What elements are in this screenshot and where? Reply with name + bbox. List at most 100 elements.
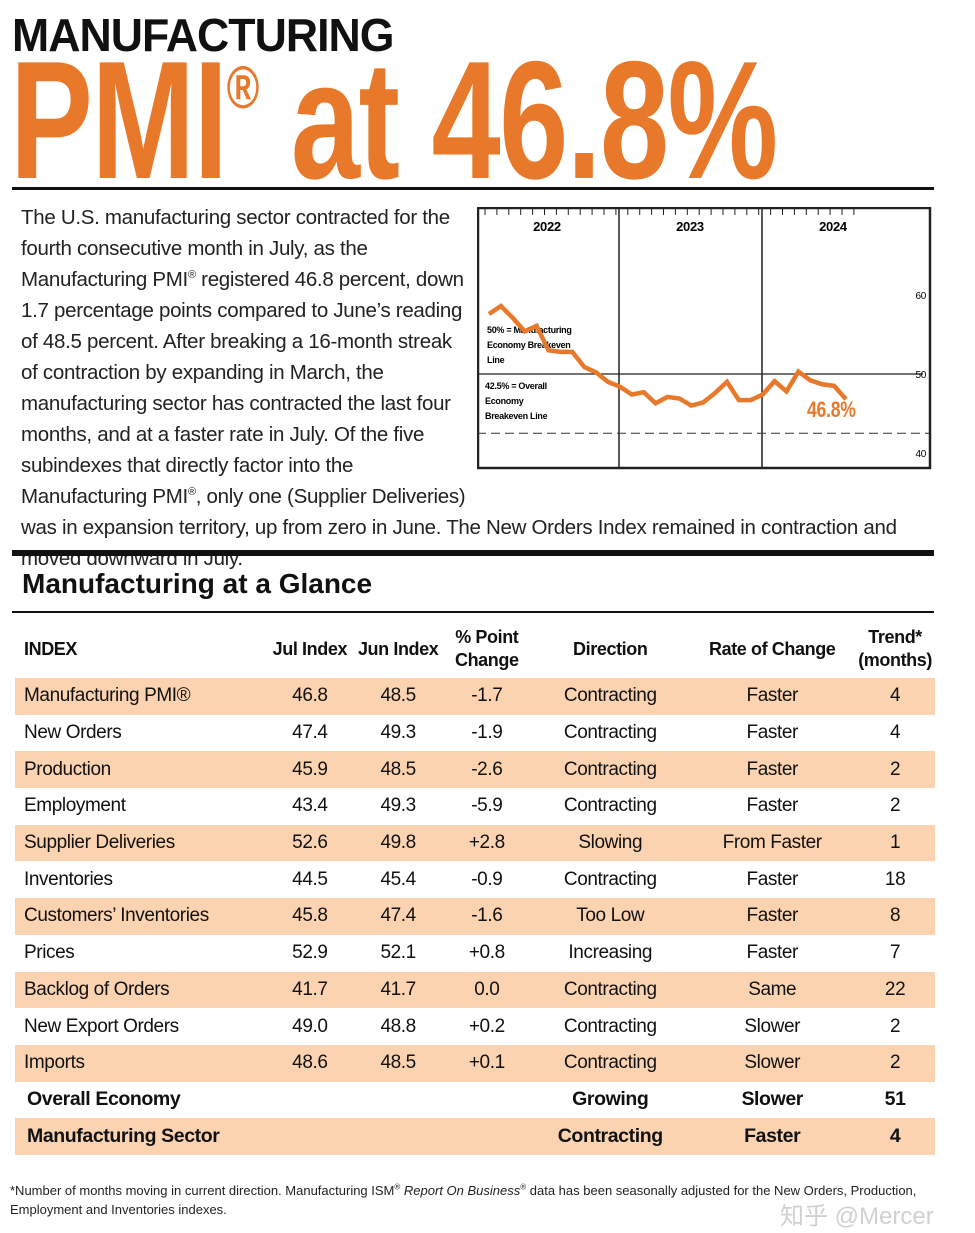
table-cell: 47.4 xyxy=(292,722,328,744)
column-header: Rate of Change xyxy=(709,638,836,659)
headline: PMI® at 46.8% xyxy=(10,36,778,204)
footnote-text: data has been seasonally adjusted for th… xyxy=(10,1183,917,1217)
table-cell: Slower xyxy=(689,1044,856,1082)
table-cell xyxy=(354,1118,443,1155)
divider xyxy=(12,611,934,613)
table-row: Prices 52.9 52.1 +0.8 Increasing Faster 7 xyxy=(15,935,935,972)
table-cell: +0.1 xyxy=(442,1044,532,1082)
table-cell: Contracting xyxy=(563,1015,657,1037)
registered-mark: ® xyxy=(187,486,196,499)
table-cell: 7 xyxy=(890,942,901,964)
headline-pmi: PMI xyxy=(10,26,228,214)
table-cell: 2 xyxy=(890,795,901,817)
table-cell xyxy=(265,1118,354,1155)
table-row: Supplier Deliveries 52.6 49.8 +2.8 Slowing Fr… xyxy=(15,824,935,862)
table-cell: 48.5 xyxy=(354,1044,443,1082)
table-row: Customers’ Inventories 45.8 47.4 -1.6 Too Lo… xyxy=(15,898,935,935)
table-cell: From Faster xyxy=(689,824,856,862)
table-cell: 52.9 xyxy=(292,942,328,964)
label-manufacturing-breakeven: Line xyxy=(487,355,505,365)
table-cell: Manufacturing Sector xyxy=(15,1118,266,1155)
divider xyxy=(12,187,934,190)
table-cell: Contracting xyxy=(531,1118,690,1155)
table-cell: 49.3 xyxy=(380,722,416,744)
table-cell: Inventories xyxy=(24,868,113,890)
table-cell: Contracting xyxy=(563,868,657,890)
table-cell: 45.8 xyxy=(265,898,354,935)
registered-mark: ® xyxy=(520,1182,527,1192)
table-cell: 4 xyxy=(890,722,901,744)
table-cell: Customers’ Inventories xyxy=(15,898,266,935)
table-cell: 4 xyxy=(855,678,935,715)
table-cell: Growing xyxy=(572,1088,649,1111)
table-cell: Same xyxy=(689,971,856,1009)
table-cell: 1 xyxy=(855,824,935,862)
table-cell: Production xyxy=(15,751,266,789)
table-row: Overall Economy Growing Slower 51 xyxy=(15,1082,935,1119)
table-cell: Faster xyxy=(746,795,798,817)
label-overall-breakeven: Economy xyxy=(485,396,524,406)
table-cell: 41.7 xyxy=(354,971,443,1009)
y-tick-label: 60 xyxy=(915,291,926,302)
column-header: INDEX xyxy=(24,638,78,659)
table-cell: -2.6 xyxy=(442,751,532,789)
column-header: Direction xyxy=(573,638,648,659)
watermark: 知乎 @Mercer xyxy=(780,1203,934,1230)
column-header: % Point Change xyxy=(454,627,519,670)
y-tick-label: 40 xyxy=(915,449,926,460)
table-cell: 48.8 xyxy=(380,1015,416,1037)
table-cell: 48.5 xyxy=(354,678,443,715)
table-cell: 52.1 xyxy=(380,942,416,964)
table-cell: 49.0 xyxy=(292,1015,328,1037)
table-cell: Contracting xyxy=(531,971,690,1009)
table-cell: Faster xyxy=(746,868,798,890)
table-row: New Export Orders 49.0 48.8 +0.2 Contracting… xyxy=(15,1008,935,1045)
section-title: Manufacturing at a Glance xyxy=(22,568,373,599)
year-label: 2023 xyxy=(676,219,704,234)
table-cell: -5.9 xyxy=(471,795,503,817)
table-cell: Faster xyxy=(746,722,798,744)
glance-table: INDEX Jul Index Jun Index % Point Change Dir… xyxy=(15,620,935,1155)
table-cell: +0.2 xyxy=(468,1015,505,1037)
table-cell: Manufacturing PMI® xyxy=(15,678,266,715)
column-header: Jul Index xyxy=(272,638,348,659)
table-cell: 47.4 xyxy=(354,898,443,935)
para-text-2: registered 46.8 percent, down 1.7 percen… xyxy=(21,268,464,508)
table-cell: Contracting xyxy=(531,678,690,715)
table-row: Manufacturing Sector Contracting Faster 4 xyxy=(15,1118,935,1155)
table-cell: Faster xyxy=(689,898,856,935)
column-header: Jun Index xyxy=(357,638,439,659)
table-cell: Contracting xyxy=(563,722,657,744)
table-cell xyxy=(354,1082,442,1119)
table-cell: 44.5 xyxy=(292,868,328,890)
table-cell: Prices xyxy=(24,942,75,964)
footnote-text: *Number of months moving in current dire… xyxy=(10,1183,395,1198)
table-cell xyxy=(442,1082,531,1119)
column-header: Trend* (months) xyxy=(858,627,932,670)
kicker-title: MANUFACTURING xyxy=(12,9,394,61)
table-cell: Slower xyxy=(741,1088,803,1111)
table-cell: Contracting xyxy=(563,795,657,817)
footnote-report-name: Report On Business xyxy=(400,1183,521,1198)
table-cell: 52.6 xyxy=(265,824,354,862)
table-cell: Faster xyxy=(689,678,856,715)
table-cell: 2 xyxy=(890,1015,901,1037)
table-cell: -1.6 xyxy=(442,898,532,935)
table-cell: 45.4 xyxy=(380,868,416,890)
table-cell xyxy=(266,1082,354,1119)
table-cell: 41.7 xyxy=(265,971,354,1009)
intro-paragraph: 2022 2023 2024 60 50 40 50% = Manufacturing Eco… xyxy=(21,202,933,574)
footnote: *Number of months moving in current dire… xyxy=(10,1181,950,1219)
table-cell: 48.5 xyxy=(354,751,443,789)
table-cell: 0.0 xyxy=(442,971,532,1009)
table-cell: 46.8 xyxy=(265,678,354,715)
latest-value-annotation: 46.8% xyxy=(807,398,856,422)
table-cell: 48.6 xyxy=(265,1044,354,1082)
table-cell: New Export Orders xyxy=(24,1015,179,1037)
year-label: 2022 xyxy=(533,219,561,234)
registered-mark: ® xyxy=(226,54,260,121)
table-cell: Slowing xyxy=(531,824,690,862)
table-cell: 2 xyxy=(855,751,935,789)
table-cell: -1.7 xyxy=(442,678,532,715)
table-cell: New Orders xyxy=(24,722,122,744)
